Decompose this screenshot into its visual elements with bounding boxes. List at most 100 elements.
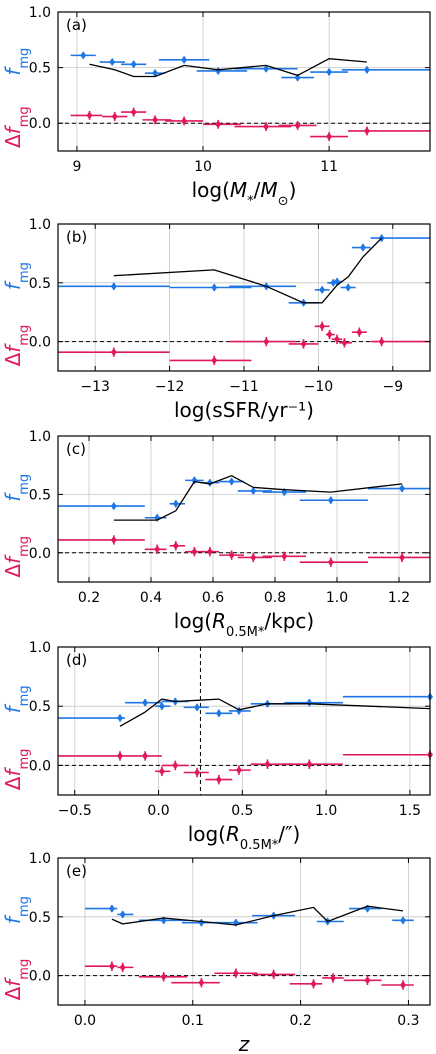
fmg-point xyxy=(117,714,123,723)
x-tick-label: −12 xyxy=(155,379,185,395)
dfmg-point xyxy=(160,972,167,981)
panel-label: (d) xyxy=(66,651,87,669)
panel-c: 0.2 0.4 0.6 0.8 1.0 1.2 0.0 0.5 1.0 (c) log(R0.5M*… xyxy=(1,429,431,640)
dfmg-point xyxy=(232,969,239,978)
y-axis-label-dfmg: Δfmg xyxy=(1,959,32,1001)
dfmg-point xyxy=(327,558,334,567)
dfmg-point xyxy=(152,115,159,124)
y-axis-label-fmg: fmg xyxy=(1,685,32,713)
x-tick-label: 0.0 xyxy=(74,1013,96,1029)
dfmg-point xyxy=(326,132,333,141)
dfmg-point xyxy=(110,348,117,357)
fmg-point xyxy=(215,709,222,718)
x-tick-label: 0.5 xyxy=(231,803,253,819)
fmg-point xyxy=(294,73,301,82)
y-tick-label: 0.5 xyxy=(29,910,51,926)
y-tick-label: 0.5 xyxy=(29,699,51,715)
x-axis-label: log(M*/M⊙) xyxy=(192,178,297,209)
dfmg-point xyxy=(215,775,222,784)
y-tick-label: 0.0 xyxy=(29,546,51,562)
fmg-point xyxy=(119,910,126,919)
fmg-point xyxy=(108,904,115,913)
y-axis-label-fmg: fmg xyxy=(1,262,32,290)
plot-frame xyxy=(57,11,431,152)
dfmg-point xyxy=(198,978,205,987)
plot-frame xyxy=(57,646,431,796)
x-axis-label: z xyxy=(238,1032,250,1054)
dfmg-point xyxy=(215,120,222,129)
fmg-point xyxy=(306,698,313,707)
x-axis-label: log(R0.5M*/kpc) xyxy=(174,609,314,640)
fmg-point xyxy=(172,499,179,508)
y-tick-label: 0.0 xyxy=(29,335,51,351)
dfmg-point xyxy=(206,547,213,556)
dfmg-point xyxy=(142,751,149,760)
y-tick-label: 0.5 xyxy=(29,487,51,503)
dfmg-point xyxy=(235,766,242,775)
dfmg-point xyxy=(306,760,313,769)
dfmg-point xyxy=(263,122,270,131)
x-tick-label: 0.3 xyxy=(397,1013,419,1029)
dfmg-point xyxy=(319,322,326,331)
x-tick-label: −0.5 xyxy=(58,803,92,819)
x-tick-label: 9 xyxy=(72,159,81,175)
y-axis-label-fmg: fmg xyxy=(1,474,32,502)
dfmg-point xyxy=(228,551,235,560)
fmg-point xyxy=(109,58,116,67)
fmg-point xyxy=(158,702,165,711)
panel-a: 9 10 11 0.0 0.5 1.0 (a) log(M*/M⊙) fmg Δfmg xyxy=(1,5,431,209)
y-tick-label: 0.0 xyxy=(29,116,51,132)
y-tick-label: 0.0 xyxy=(29,969,51,985)
x-tick-label: −11 xyxy=(229,379,259,395)
model-line xyxy=(113,474,403,521)
panel-e: 0.0 0.1 0.2 0.3 0.0 0.5 1.0 (e) z fmg Δfmg xyxy=(1,851,431,1054)
dfmg-point xyxy=(191,547,198,556)
fmg-point xyxy=(326,68,333,77)
x-tick-label: 0.4 xyxy=(140,590,162,606)
y-tick-label: 1.0 xyxy=(29,851,51,867)
x-tick-label: 1.5 xyxy=(399,803,421,819)
fmg-point xyxy=(399,484,406,493)
fmg-point xyxy=(110,502,117,511)
x-tick-label: 1.0 xyxy=(315,803,337,819)
dfmg-point xyxy=(356,328,363,337)
dfmg-point xyxy=(310,979,317,988)
dfmg-point xyxy=(117,751,123,760)
x-tick-label: 0.2 xyxy=(78,590,100,606)
model-line xyxy=(113,237,383,304)
dfmg-point xyxy=(119,963,126,972)
fmg-point xyxy=(211,283,218,292)
dfmg-point xyxy=(172,761,179,770)
fmg-point xyxy=(228,477,235,486)
x-tick-label: −9 xyxy=(382,379,403,395)
dfmg-point xyxy=(378,337,385,346)
dfmg-point xyxy=(263,337,270,346)
fmg-point xyxy=(400,916,407,925)
panel-label: (a) xyxy=(66,16,87,34)
fmg-point xyxy=(319,285,326,294)
fmg-point xyxy=(363,65,370,74)
model-line xyxy=(119,698,431,727)
x-tick-label: 0.0 xyxy=(147,803,169,819)
y-axis-label-fmg: fmg xyxy=(1,48,31,76)
x-tick-label: 0.2 xyxy=(289,1013,311,1029)
dfmg-point xyxy=(108,962,115,971)
fmg-point xyxy=(198,918,205,927)
dfmg-point xyxy=(250,553,257,562)
dfmg-point xyxy=(110,535,117,544)
dfmg-point xyxy=(326,330,333,339)
fmg-point xyxy=(250,486,257,495)
x-tick-label: −13 xyxy=(80,379,110,395)
dfmg-point xyxy=(158,767,165,776)
y-axis-label-dfmg: Δfmg xyxy=(1,106,32,148)
dfmg-point xyxy=(300,339,307,348)
dfmg-point xyxy=(86,111,93,120)
x-tick-label: 11 xyxy=(320,159,338,175)
panel-label: (c) xyxy=(66,440,86,458)
dfmg-point xyxy=(400,981,407,990)
dfmg-point xyxy=(329,973,336,982)
x-tick-label: 0.6 xyxy=(202,590,224,606)
dfmg-point xyxy=(294,121,301,130)
x-tick-label: −10 xyxy=(304,379,334,395)
x-axis-label: log(R0.5M*/″) xyxy=(188,822,301,853)
